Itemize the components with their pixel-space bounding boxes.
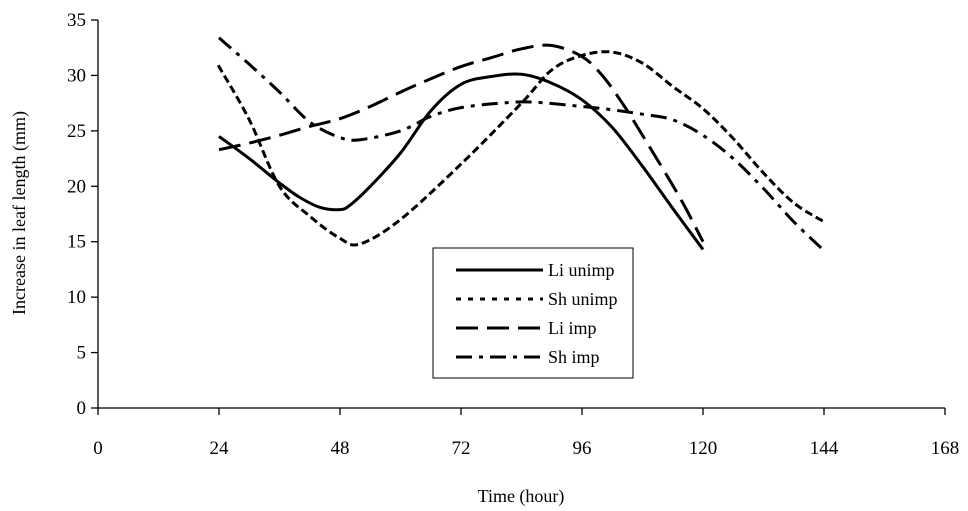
axes: 0 24 48 72 96 120 144 168 0 5 10 15 20 25 30 35 <box>67 10 959 459</box>
y-axis-title: Increase in leaf length (mm) <box>9 111 30 315</box>
series-lines <box>216 36 827 252</box>
legend-label: Sh imp <box>548 347 600 367</box>
x-tick-label: 96 <box>573 438 592 459</box>
legend-label: Sh unimp <box>548 289 618 309</box>
x-tick-label: 72 <box>452 438 471 459</box>
y-tick-label: 10 <box>67 287 86 308</box>
y-tick-label: 5 <box>77 343 87 364</box>
x-tick-label: 0 <box>93 438 103 459</box>
x-axis-title: Time (hour) <box>478 486 565 507</box>
x-tick-label: 120 <box>689 438 718 459</box>
series-line-li-imp <box>218 43 705 243</box>
series-line-sh-imp <box>217 36 826 252</box>
x-tick-label: 168 <box>931 438 960 459</box>
y-tick-label: 20 <box>67 176 86 197</box>
legend: Li unimp Sh unimp Li imp Sh imp <box>432 247 634 379</box>
legend-label: Li imp <box>548 318 597 338</box>
y-tick-label: 25 <box>67 121 86 142</box>
x-tick-label: 24 <box>210 438 230 459</box>
x-tick-label: 144 <box>810 438 839 459</box>
y-tick-label: 35 <box>67 10 86 31</box>
series-line-sh-unimp <box>216 50 827 247</box>
series-line-li-unimp <box>218 72 705 251</box>
legend-label: Li unimp <box>548 260 615 280</box>
y-tick-label: 15 <box>67 232 86 253</box>
y-tick-label: 30 <box>67 65 86 86</box>
x-tick-label: 48 <box>331 438 350 459</box>
y-tick-label: 0 <box>77 398 87 419</box>
